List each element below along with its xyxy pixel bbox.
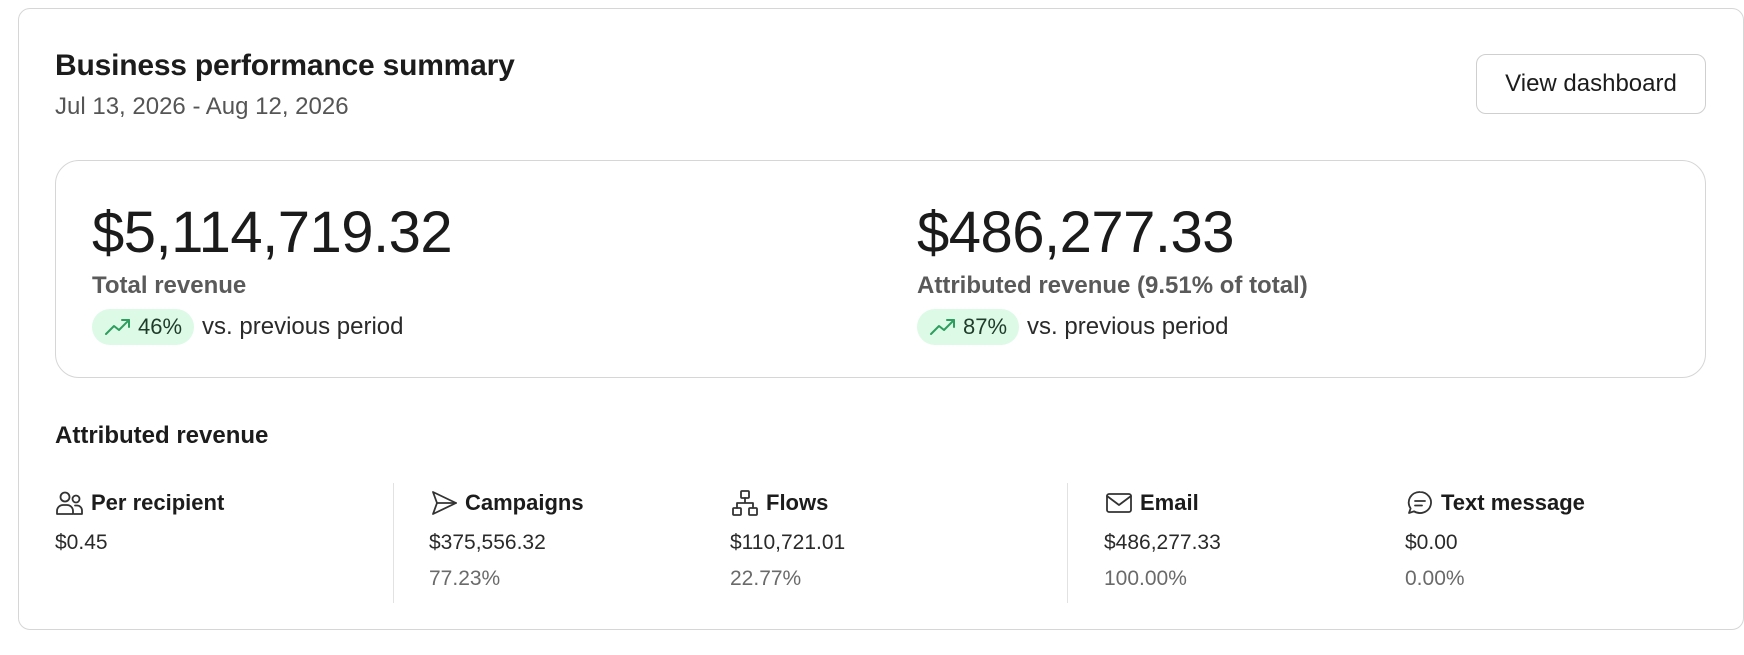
flow-icon (732, 490, 758, 516)
metric-percent: 0.00% (1405, 567, 1465, 590)
metric-flows: Flows $110,721.01 22.77% (730, 487, 845, 593)
attributed-revenue-trend: 87% vs. previous period (917, 309, 1308, 345)
trend-percent: 46% (138, 314, 183, 339)
send-icon (432, 491, 457, 515)
total-revenue-label: Total revenue (92, 272, 247, 299)
comparison-text: vs. previous period (1027, 313, 1229, 340)
people-icon (56, 491, 83, 515)
trending-up-icon (105, 319, 130, 335)
metric-percent: 100.00% (1104, 567, 1187, 590)
metric-per-recipient: Per recipient $0.45 (55, 487, 224, 557)
metric-label: Per recipient (91, 490, 225, 515)
metric-label: Email (1140, 490, 1199, 515)
comparison-text: vs. previous period (202, 313, 404, 340)
metric-percent: 22.77% (730, 567, 802, 590)
metric-label: Campaigns (465, 490, 584, 515)
performance-summary-card: Business performance summary Jul 13, 202… (18, 8, 1744, 630)
trending-up-icon (930, 319, 955, 335)
chat-icon (1407, 491, 1432, 514)
metric-campaigns: Campaigns $375,556.32 77.23% (429, 487, 584, 593)
total-revenue-value: $5,114,719.32 (92, 200, 453, 265)
metric-value: $375,556.32 (429, 531, 546, 554)
metric-label: Text message (1441, 490, 1585, 515)
divider (393, 483, 394, 603)
metric-text-message: Text message $0.00 0.00% (1405, 487, 1585, 593)
metric-percent: 77.23% (429, 567, 501, 590)
trend-badge: 46% (92, 309, 195, 345)
attributed-revenue-label: Attributed revenue (9.51% of total) (917, 272, 1308, 299)
page-title: Business performance summary (55, 49, 515, 82)
metric-value: $110,721.01 (730, 531, 846, 554)
trend-percent: 87% (963, 314, 1008, 339)
attributed-revenue-kpi: $486,277.33 Attributed revenue (9.51% of… (917, 197, 1308, 345)
metric-value: $486,277.33 (1104, 531, 1221, 554)
total-revenue-trend: 46% vs. previous period (92, 309, 452, 345)
metric-value: $0.00 (1405, 531, 1458, 554)
total-revenue-kpi: $5,114,719.32 Total revenue 46% vs. prev… (92, 197, 453, 345)
kpi-panel: $5,114,719.32 Total revenue 46% vs. prev… (55, 160, 1706, 378)
divider (1067, 483, 1068, 603)
attributed-revenue-value: $486,277.33 (917, 200, 1235, 265)
trend-badge: 87% (917, 309, 1020, 345)
envelope-icon (1106, 493, 1132, 513)
metric-email: Email $486,277.33 100.00% (1104, 487, 1221, 593)
date-range: Jul 13, 2026 - Aug 12, 2026 (55, 93, 349, 120)
metric-label: Flows (766, 490, 829, 515)
view-dashboard-button[interactable]: View dashboard (1476, 54, 1706, 114)
metric-value: $0.45 (55, 531, 108, 554)
attributed-revenue-section-title: Attributed revenue (55, 422, 269, 449)
